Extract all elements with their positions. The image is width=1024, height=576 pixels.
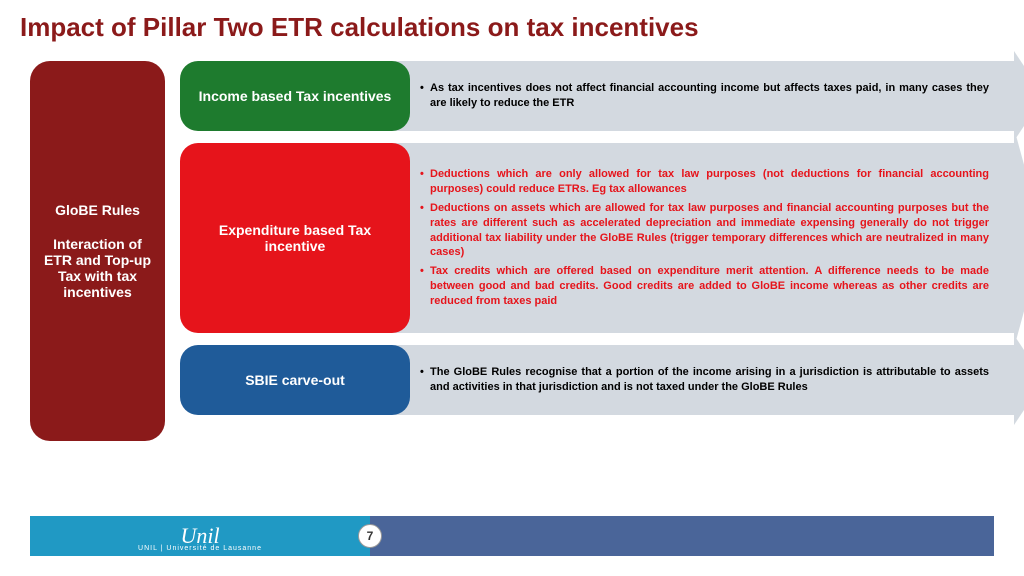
page-title: Impact of Pillar Two ETR calculations on… — [0, 0, 1024, 51]
text-income: As tax incentives does not affect financ… — [420, 61, 989, 131]
pillar-line1: GloBE Rules — [55, 202, 140, 218]
label-sbie: SBIE carve-out — [180, 345, 410, 415]
footer-right-bar: 7 — [370, 516, 994, 556]
text-expenditure: Deductions which are only allowed for ta… — [420, 143, 989, 333]
page-number-badge: 7 — [358, 524, 382, 548]
logo-subtext: UNIL | Université de Lausanne — [138, 545, 262, 552]
bullet: As tax incentives does not affect financ… — [420, 81, 989, 111]
row-income: Income based Tax incentives As tax incen… — [180, 61, 1014, 131]
row-sbie: SBIE carve-out The GloBE Rules recognise… — [180, 345, 1014, 415]
label-income: Income based Tax incentives — [180, 61, 410, 131]
bullet: Deductions which are only allowed for ta… — [420, 167, 989, 197]
bullet: Tax credits which are offered based on e… — [420, 264, 989, 309]
diagram-content: GloBE Rules Interaction of ETR and Top-u… — [0, 51, 1024, 491]
footer-bar: Unil UNIL | Université de Lausanne 7 — [30, 516, 994, 556]
row-expenditure: Expenditure based Tax incentive Deductio… — [180, 143, 1014, 333]
text-sbie: The GloBE Rules recognise that a portion… — [420, 345, 989, 415]
footer-logo-area: Unil UNIL | Université de Lausanne — [30, 516, 370, 556]
label-expenditure: Expenditure based Tax incentive — [180, 143, 410, 333]
left-pillar: GloBE Rules Interaction of ETR and Top-u… — [30, 61, 165, 441]
bullet: The GloBE Rules recognise that a portion… — [420, 365, 989, 395]
rows-container: Income based Tax incentives As tax incen… — [180, 61, 1014, 427]
bullet: Deductions on assets which are allowed f… — [420, 201, 989, 260]
pillar-line2: Interaction of ETR and Top-up Tax with t… — [40, 236, 155, 300]
